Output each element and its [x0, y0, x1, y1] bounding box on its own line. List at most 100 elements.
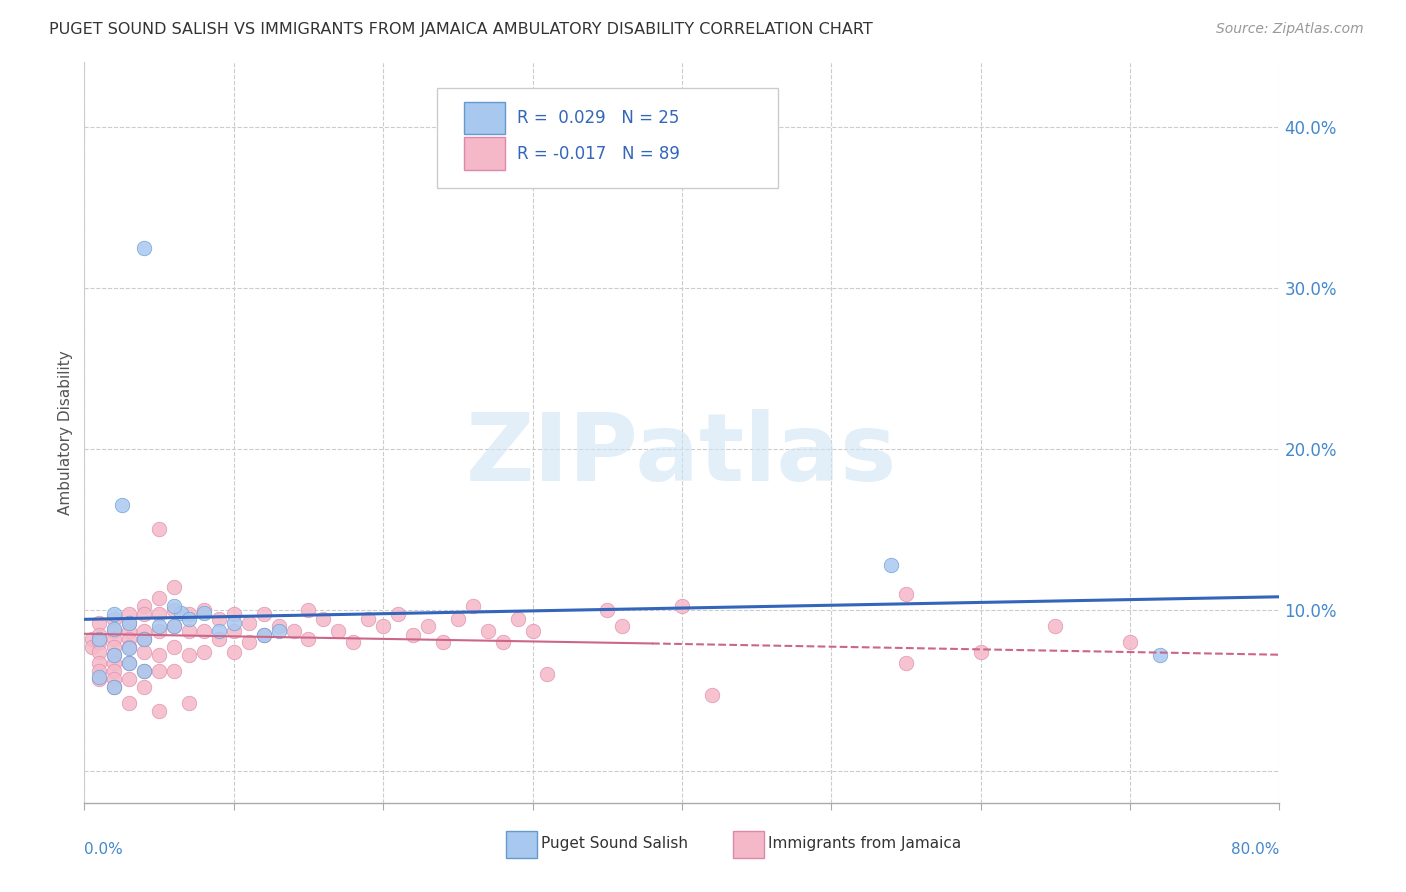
Point: [1045, 619, 1067, 633]
Point: [283, 624, 305, 638]
Point: [103, 622, 125, 636]
Point: [148, 522, 170, 536]
Point: [118, 615, 141, 630]
Point: [177, 624, 200, 638]
Point: [177, 696, 200, 710]
Point: [118, 615, 141, 630]
Point: [89, 635, 111, 649]
Point: [132, 664, 156, 678]
Point: [596, 602, 619, 616]
Point: [118, 641, 141, 656]
Point: [297, 632, 319, 646]
Point: [193, 606, 215, 620]
Point: [894, 656, 917, 670]
Point: [387, 607, 409, 622]
Point: [894, 586, 917, 600]
Point: [522, 624, 544, 638]
Point: [671, 599, 693, 614]
Point: [238, 635, 260, 649]
Text: Immigrants from Jamaica: Immigrants from Jamaica: [768, 836, 962, 851]
Point: [89, 615, 111, 630]
Point: [238, 615, 260, 630]
Point: [118, 696, 141, 710]
Point: [357, 612, 380, 626]
Point: [447, 612, 470, 626]
Point: [163, 599, 186, 614]
Point: [132, 607, 156, 622]
Point: [342, 635, 364, 649]
Point: [132, 599, 156, 614]
Point: [118, 632, 141, 646]
Point: [132, 632, 156, 646]
Point: [163, 602, 186, 616]
Point: [103, 624, 125, 638]
Point: [132, 664, 156, 678]
Point: [148, 648, 170, 662]
Point: [80, 640, 103, 654]
Point: [132, 644, 156, 658]
Point: [103, 680, 125, 694]
Point: [148, 664, 170, 678]
Point: [477, 624, 499, 638]
Point: [700, 688, 723, 702]
Point: [880, 558, 903, 572]
Point: [132, 680, 156, 694]
Point: [297, 602, 319, 616]
Text: Puget Sound Salish: Puget Sound Salish: [541, 836, 688, 851]
Point: [970, 644, 993, 658]
Point: [222, 624, 245, 638]
Y-axis label: Ambulatory Disability: Ambulatory Disability: [58, 351, 73, 515]
Text: R =  0.029   N = 25: R = 0.029 N = 25: [517, 109, 679, 127]
Point: [89, 672, 111, 686]
Point: [170, 606, 193, 620]
Point: [163, 619, 186, 633]
Point: [118, 607, 141, 622]
Point: [328, 624, 350, 638]
Point: [193, 624, 215, 638]
Point: [492, 635, 515, 649]
Point: [222, 607, 245, 622]
Point: [80, 632, 103, 646]
Point: [103, 664, 125, 678]
Point: [1149, 648, 1171, 662]
Text: 80.0%: 80.0%: [1232, 842, 1279, 856]
Point: [416, 619, 439, 633]
FancyBboxPatch shape: [464, 137, 505, 169]
Point: [103, 648, 125, 662]
Point: [89, 632, 111, 646]
Point: [89, 656, 111, 670]
Point: [163, 580, 186, 594]
Point: [89, 664, 111, 678]
Point: [89, 644, 111, 658]
Point: [103, 632, 125, 646]
Point: [103, 640, 125, 654]
Text: PUGET SOUND SALISH VS IMMIGRANTS FROM JAMAICA AMBULATORY DISABILITY CORRELATION : PUGET SOUND SALISH VS IMMIGRANTS FROM JA…: [49, 22, 873, 37]
Point: [536, 667, 558, 681]
Point: [148, 591, 170, 606]
Point: [461, 599, 484, 614]
Point: [163, 640, 186, 654]
Point: [118, 656, 141, 670]
Point: [253, 628, 276, 642]
Point: [267, 619, 290, 633]
Point: [148, 619, 170, 633]
Point: [132, 624, 156, 638]
Point: [177, 648, 200, 662]
Point: [89, 670, 111, 684]
Point: [373, 619, 395, 633]
Point: [103, 672, 125, 686]
Point: [312, 612, 335, 626]
Point: [163, 619, 186, 633]
Point: [402, 628, 425, 642]
Point: [222, 615, 245, 630]
Point: [163, 664, 186, 678]
Point: [193, 602, 215, 616]
Point: [208, 632, 231, 646]
Point: [148, 704, 170, 718]
Point: [118, 640, 141, 654]
Point: [1119, 635, 1142, 649]
FancyBboxPatch shape: [464, 102, 505, 135]
Point: [103, 648, 125, 662]
Point: [193, 644, 215, 658]
Point: [103, 612, 125, 626]
